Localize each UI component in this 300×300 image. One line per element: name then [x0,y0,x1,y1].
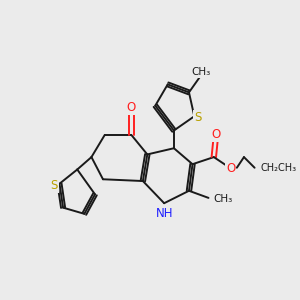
Text: O: O [127,101,136,114]
Text: O: O [212,128,221,141]
Text: CH₂CH₃: CH₂CH₃ [261,163,297,173]
Text: O: O [226,162,235,175]
Text: S: S [50,179,58,192]
Text: CH₃: CH₃ [214,194,233,204]
Text: CH₃: CH₃ [192,67,211,77]
Text: NH: NH [155,207,173,220]
Text: S: S [194,111,202,124]
